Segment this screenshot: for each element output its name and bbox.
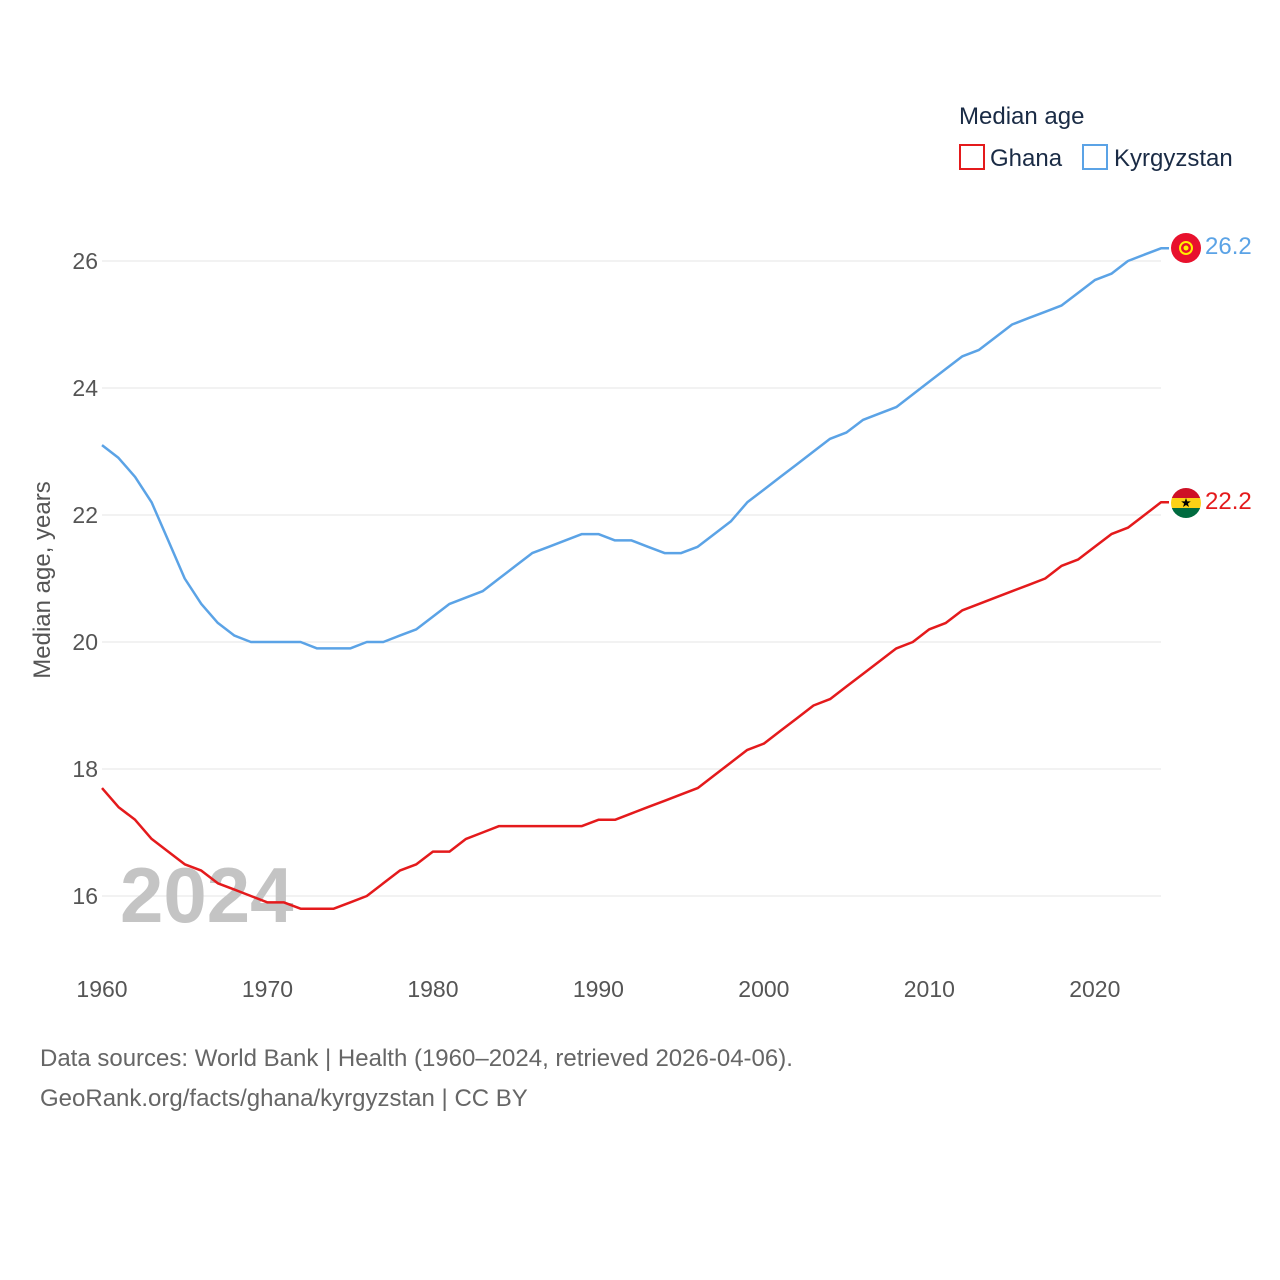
median-age-chart: 2024 16 18 20 22 24 26 1960 1970 1980 1990 2000 20… [29,103,1252,1002]
series-lines [101,247,1169,910]
y-tick-label: 20 [72,629,98,655]
legend-item-ghana[interactable]: Ghana [959,144,1063,172]
y-tick-label: 16 [72,883,98,909]
x-tick-label: 2000 [738,976,789,1002]
ghana-flag-icon [1171,488,1201,518]
legend-title: Median age [959,103,1084,130]
y-axis-ticks: 16 18 20 22 24 26 [72,248,98,909]
legend-label-ghana: Ghana [990,145,1063,172]
footer-sources: Data sources: World Bank | Health (1960–… [40,1045,793,1072]
x-tick-label: 1980 [407,976,458,1002]
legend-label-kyrgyzstan: Kyrgyzstan [1114,145,1233,172]
end-label-ghana: 22.2 [1205,488,1252,515]
y-tick-label: 24 [72,375,98,401]
legend-swatch-ghana [959,144,985,170]
legend-swatch-kyrgyzstan [1082,144,1108,170]
end-label-kyrgyzstan: 26.2 [1205,233,1252,260]
x-axis-ticks: 1960 1970 1980 1990 2000 2010 2020 [76,976,1120,1002]
legend: Median age Ghana Kyrgyzstan [959,103,1233,172]
y-axis-title: Median age, years [29,481,56,678]
legend-item-kyrgyzstan[interactable]: Kyrgyzstan [1082,144,1233,172]
y-tick-label: 18 [72,756,98,782]
footer-credit[interactable]: GeoRank.org/facts/ghana/kyrgyzstan | CC … [40,1085,528,1112]
x-tick-label: 1970 [242,976,293,1002]
x-tick-label: 1960 [76,976,127,1002]
series-line-ghana[interactable] [101,501,1169,910]
year-watermark: 2024 [120,851,294,939]
gridlines [102,260,1161,897]
series-line-kyrgyzstan[interactable] [101,247,1169,650]
y-tick-label: 22 [72,502,98,528]
y-tick-label: 26 [72,248,98,274]
x-tick-label: 2020 [1069,976,1120,1002]
x-tick-label: 2010 [904,976,955,1002]
x-tick-label: 1990 [573,976,624,1002]
kyrgyzstan-flag-icon [1171,233,1201,263]
